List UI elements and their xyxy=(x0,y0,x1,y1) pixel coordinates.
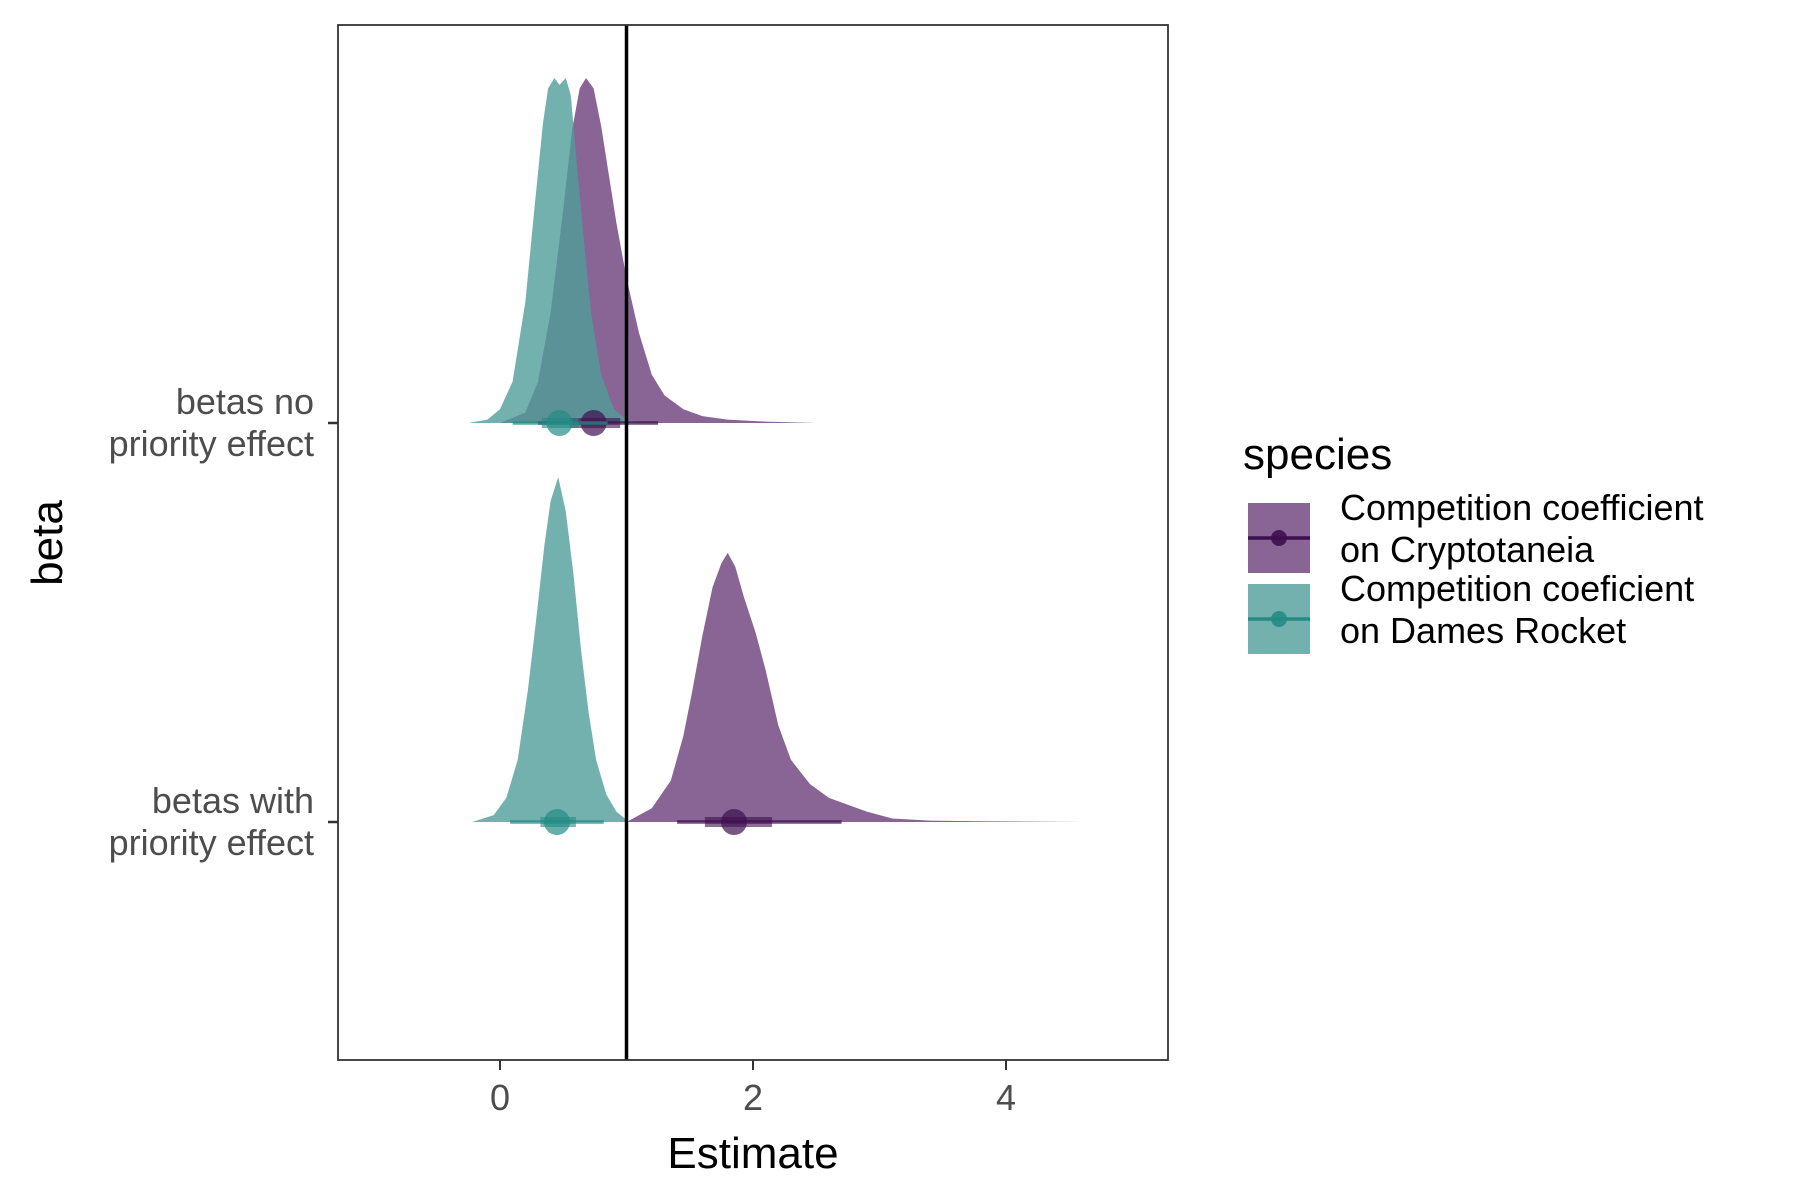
x-tick-label-0: 0 xyxy=(490,1077,510,1118)
density-with-priority-series-3 xyxy=(472,477,629,822)
y-axis: betas no priority effect betas with priorit… xyxy=(109,381,338,863)
legend-entry-1: Competition coeficient on Dames Rocket xyxy=(1248,568,1694,654)
y-axis-title: beta xyxy=(23,500,72,586)
median-point-with-priority-series-3 xyxy=(543,809,570,835)
density-no-priority-series-1 xyxy=(468,78,640,423)
density-layer xyxy=(468,78,1082,822)
legend: Competition coefficient on CryptotaneiaCo… xyxy=(1248,487,1704,654)
x-tick-label-4: 4 xyxy=(996,1077,1016,1118)
legend-entry-0: Competition coefficient on Cryptotaneia xyxy=(1248,487,1704,573)
legend-key-point-1 xyxy=(1271,611,1287,627)
x-axis-title: Estimate xyxy=(667,1129,838,1178)
x-tick-label-2: 2 xyxy=(743,1077,763,1118)
y-tick-label-0: betas no priority effect xyxy=(109,381,314,464)
legend-label-1: Competition coeficient on Dames Rocket xyxy=(1340,568,1694,651)
median-point-with-priority-series-2 xyxy=(721,809,748,835)
legend-title: species xyxy=(1243,430,1392,479)
legend-label-0: Competition coefficient on Cryptotaneia xyxy=(1340,487,1704,570)
x-axis: 0 2 4 xyxy=(490,1060,1016,1118)
median-point-no-priority-series-1 xyxy=(546,410,573,436)
plot-background xyxy=(338,25,1168,1060)
y-tick-label-1: betas with priority effect xyxy=(109,780,314,863)
density-with-priority-series-2 xyxy=(626,552,1082,822)
interval-layer xyxy=(510,410,842,835)
legend-key-point-0 xyxy=(1271,530,1287,546)
